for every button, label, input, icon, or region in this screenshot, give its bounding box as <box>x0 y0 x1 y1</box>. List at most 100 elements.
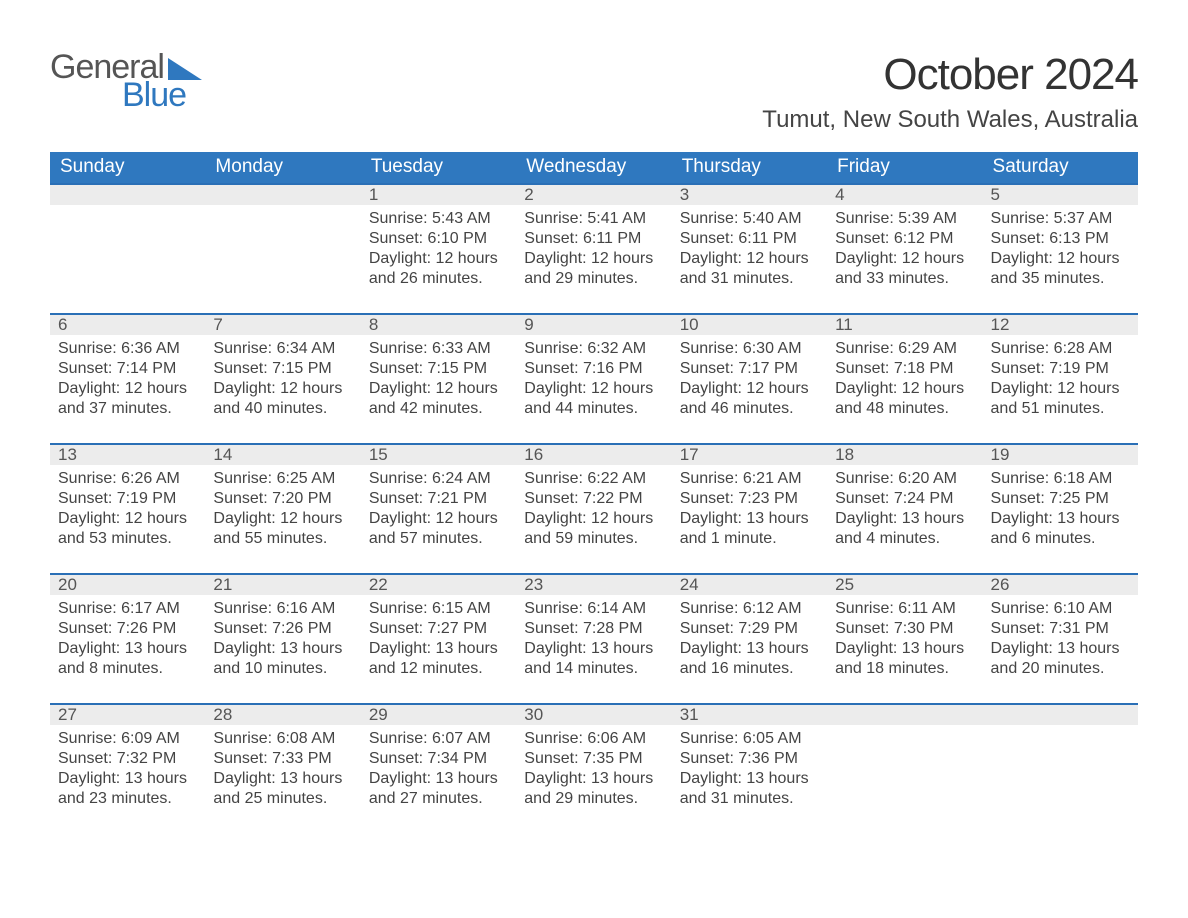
daylight-line: Daylight: 12 hours and 46 minutes. <box>680 379 819 419</box>
day-body: Sunrise: 6:09 AMSunset: 7:32 PMDaylight:… <box>50 725 205 821</box>
day-number-bar: 10 <box>672 313 827 335</box>
topbar: General Blue October 2024 Tumut, New Sou… <box>50 50 1138 144</box>
sunrise-line: Sunrise: 6:34 AM <box>213 339 352 359</box>
day-number: 17 <box>680 445 699 465</box>
sunrise-line: Sunrise: 6:05 AM <box>680 729 819 749</box>
week-row: 1Sunrise: 5:43 AMSunset: 6:10 PMDaylight… <box>50 183 1138 301</box>
weekday-header: Sunday <box>50 152 205 183</box>
day-cell: 17Sunrise: 6:21 AMSunset: 7:23 PMDayligh… <box>672 443 827 561</box>
day-body: Sunrise: 6:36 AMSunset: 7:14 PMDaylight:… <box>50 335 205 431</box>
sunset-line: Sunset: 7:33 PM <box>213 749 352 769</box>
sunset-line: Sunset: 7:31 PM <box>991 619 1130 639</box>
daylight-line: Daylight: 13 hours and 20 minutes. <box>991 639 1130 679</box>
day-cell: 13Sunrise: 6:26 AMSunset: 7:19 PMDayligh… <box>50 443 205 561</box>
day-cell: 30Sunrise: 6:06 AMSunset: 7:35 PMDayligh… <box>516 703 671 821</box>
sunrise-line: Sunrise: 6:18 AM <box>991 469 1130 489</box>
day-number: 24 <box>680 575 699 595</box>
sunset-line: Sunset: 7:35 PM <box>524 749 663 769</box>
day-number-bar: 24 <box>672 573 827 595</box>
page-subtitle: Tumut, New South Wales, Australia <box>762 106 1138 134</box>
daylight-line: Daylight: 12 hours and 35 minutes. <box>991 249 1130 289</box>
sunset-line: Sunset: 7:15 PM <box>369 359 508 379</box>
day-number-bar <box>827 703 982 725</box>
day-number-bar: 29 <box>361 703 516 725</box>
day-body <box>50 205 205 301</box>
day-number: 14 <box>213 445 232 465</box>
sunset-line: Sunset: 7:26 PM <box>58 619 197 639</box>
day-number: 10 <box>680 315 699 335</box>
day-number-bar: 13 <box>50 443 205 465</box>
day-cell: 24Sunrise: 6:12 AMSunset: 7:29 PMDayligh… <box>672 573 827 691</box>
daylight-line: Daylight: 13 hours and 25 minutes. <box>213 769 352 809</box>
day-number-bar: 28 <box>205 703 360 725</box>
weekday-header: Thursday <box>672 152 827 183</box>
page-title: October 2024 <box>762 50 1138 100</box>
day-number-bar: 4 <box>827 183 982 205</box>
daylight-line: Daylight: 13 hours and 8 minutes. <box>58 639 197 679</box>
day-body: Sunrise: 5:40 AMSunset: 6:11 PMDaylight:… <box>672 205 827 301</box>
day-body: Sunrise: 6:32 AMSunset: 7:16 PMDaylight:… <box>516 335 671 431</box>
day-cell: 1Sunrise: 5:43 AMSunset: 6:10 PMDaylight… <box>361 183 516 301</box>
sunset-line: Sunset: 7:28 PM <box>524 619 663 639</box>
sunset-line: Sunset: 7:29 PM <box>680 619 819 639</box>
daylight-line: Daylight: 13 hours and 27 minutes. <box>369 769 508 809</box>
day-number: 23 <box>524 575 543 595</box>
day-cell <box>983 703 1138 821</box>
sunrise-line: Sunrise: 6:28 AM <box>991 339 1130 359</box>
sunset-line: Sunset: 7:24 PM <box>835 489 974 509</box>
day-number: 27 <box>58 705 77 725</box>
sunset-line: Sunset: 7:17 PM <box>680 359 819 379</box>
sunset-line: Sunset: 6:12 PM <box>835 229 974 249</box>
logo-flag-icon <box>168 58 202 80</box>
day-number: 5 <box>991 185 1000 205</box>
day-cell: 19Sunrise: 6:18 AMSunset: 7:25 PMDayligh… <box>983 443 1138 561</box>
sunrise-line: Sunrise: 6:29 AM <box>835 339 974 359</box>
daylight-line: Daylight: 12 hours and 57 minutes. <box>369 509 508 549</box>
daylight-line: Daylight: 13 hours and 31 minutes. <box>680 769 819 809</box>
day-number: 25 <box>835 575 854 595</box>
day-number-bar: 15 <box>361 443 516 465</box>
day-body: Sunrise: 6:06 AMSunset: 7:35 PMDaylight:… <box>516 725 671 821</box>
day-cell: 31Sunrise: 6:05 AMSunset: 7:36 PMDayligh… <box>672 703 827 821</box>
day-body: Sunrise: 6:08 AMSunset: 7:33 PMDaylight:… <box>205 725 360 821</box>
day-number-bar: 19 <box>983 443 1138 465</box>
week-row: 6Sunrise: 6:36 AMSunset: 7:14 PMDaylight… <box>50 313 1138 431</box>
daylight-line: Daylight: 12 hours and 26 minutes. <box>369 249 508 289</box>
day-number-bar: 20 <box>50 573 205 595</box>
sunset-line: Sunset: 7:21 PM <box>369 489 508 509</box>
day-number-bar: 7 <box>205 313 360 335</box>
day-body: Sunrise: 6:26 AMSunset: 7:19 PMDaylight:… <box>50 465 205 561</box>
day-body: Sunrise: 5:41 AMSunset: 6:11 PMDaylight:… <box>516 205 671 301</box>
day-body: Sunrise: 6:20 AMSunset: 7:24 PMDaylight:… <box>827 465 982 561</box>
sunrise-line: Sunrise: 6:26 AM <box>58 469 197 489</box>
sunset-line: Sunset: 7:19 PM <box>58 489 197 509</box>
sunrise-line: Sunrise: 6:15 AM <box>369 599 508 619</box>
sunrise-line: Sunrise: 6:16 AM <box>213 599 352 619</box>
sunrise-line: Sunrise: 5:41 AM <box>524 209 663 229</box>
day-cell: 21Sunrise: 6:16 AMSunset: 7:26 PMDayligh… <box>205 573 360 691</box>
sunset-line: Sunset: 7:34 PM <box>369 749 508 769</box>
day-cell: 2Sunrise: 5:41 AMSunset: 6:11 PMDaylight… <box>516 183 671 301</box>
day-body: Sunrise: 6:05 AMSunset: 7:36 PMDaylight:… <box>672 725 827 821</box>
day-number-bar <box>983 703 1138 725</box>
day-number-bar <box>50 183 205 205</box>
day-cell <box>50 183 205 301</box>
sunrise-line: Sunrise: 6:10 AM <box>991 599 1130 619</box>
day-number: 3 <box>680 185 689 205</box>
weekday-header: Friday <box>827 152 982 183</box>
day-body: Sunrise: 6:30 AMSunset: 7:17 PMDaylight:… <box>672 335 827 431</box>
sunset-line: Sunset: 7:36 PM <box>680 749 819 769</box>
sunrise-line: Sunrise: 6:09 AM <box>58 729 197 749</box>
sunrise-line: Sunrise: 6:14 AM <box>524 599 663 619</box>
daylight-line: Daylight: 13 hours and 29 minutes. <box>524 769 663 809</box>
day-cell: 23 Sunrise: 6:14 AMSunset: 7:28 PMDayligh… <box>516 573 671 691</box>
day-number-bar: 21 <box>205 573 360 595</box>
daylight-line: Daylight: 13 hours and 14 minutes. <box>524 639 663 679</box>
day-number-bar: 17 <box>672 443 827 465</box>
day-cell: 29 Sunrise: 6:07 AMSunset: 7:34 PMDayligh… <box>361 703 516 821</box>
week-row: 13Sunrise: 6:26 AMSunset: 7:19 PMDayligh… <box>50 443 1138 561</box>
day-number-bar: 16 <box>516 443 671 465</box>
sunrise-line: Sunrise: 6:07 AM <box>369 729 508 749</box>
sunset-line: Sunset: 7:14 PM <box>58 359 197 379</box>
day-cell: 8Sunrise: 6:33 AMSunset: 7:15 PMDaylight… <box>361 313 516 431</box>
